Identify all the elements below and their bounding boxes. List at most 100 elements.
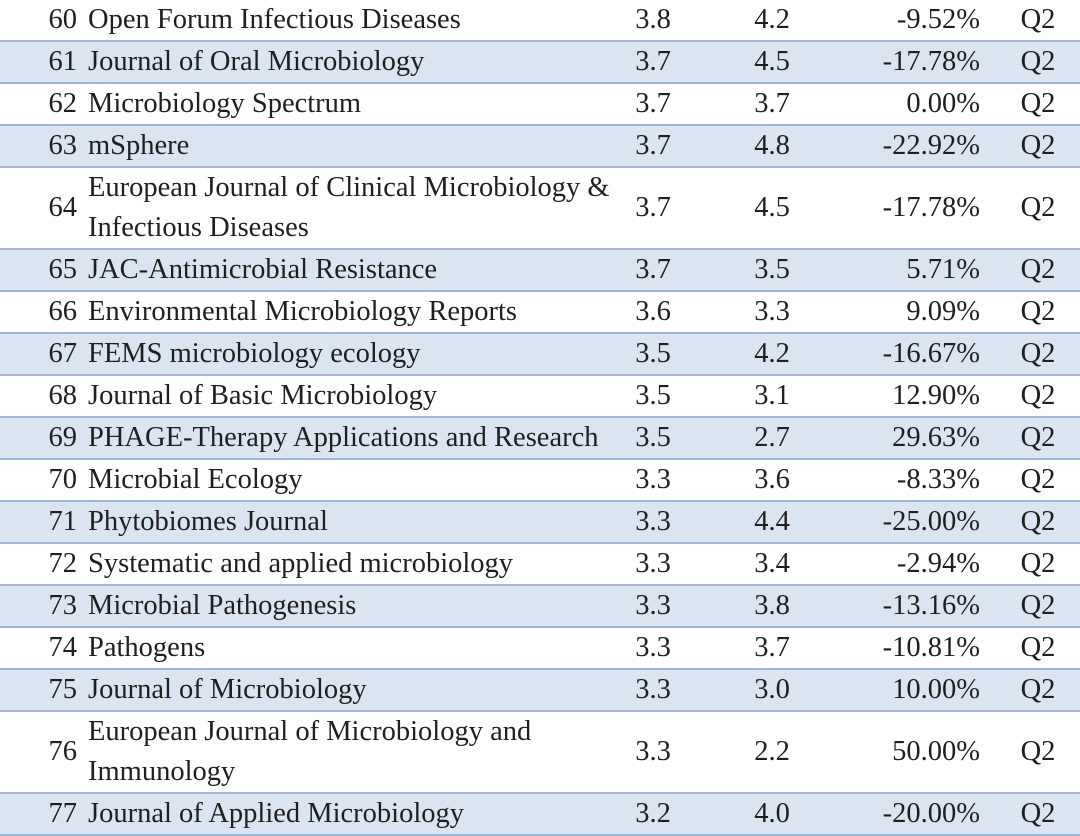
- previous-impact-factor-cell: 3.3: [754, 296, 790, 327]
- impact-factor-cell: 3.3: [635, 736, 671, 767]
- table-row: 61 Journal of Oral Microbiology 3.7 4.5 …: [0, 41, 1080, 83]
- rank-cell: 68: [48, 380, 78, 411]
- quartile-cell: Q2: [1020, 590, 1056, 621]
- impact-factor-cell: 3.3: [635, 674, 671, 705]
- impact-factor-cell: 3.5: [635, 338, 671, 369]
- quartile-cell: Q2: [1020, 254, 1056, 285]
- table-row: 74 Pathogens 3.3 3.7 -10.81% Q2: [0, 627, 1080, 669]
- previous-impact-factor-cell: 2.2: [754, 736, 790, 767]
- rank-cell: 74: [48, 632, 78, 663]
- percent-change-cell: -2.94%: [896, 548, 980, 579]
- impact-factor-cell: 3.3: [635, 464, 671, 495]
- impact-factor-cell: 3.3: [635, 506, 671, 537]
- rank-cell: 63: [48, 130, 78, 161]
- previous-impact-factor-cell: 3.8: [754, 590, 790, 621]
- percent-change-cell: -25.00%: [882, 506, 980, 537]
- table-row: 62 Microbiology Spectrum 3.7 3.7 0.00% Q…: [0, 83, 1080, 125]
- journal-name-cell: PHAGE-Therapy Applications and Research: [88, 422, 599, 453]
- previous-impact-factor-cell: 3.0: [754, 674, 790, 705]
- rank-cell: 70: [48, 464, 78, 495]
- impact-factor-cell: 3.3: [635, 632, 671, 663]
- percent-change-cell: -9.52%: [896, 4, 980, 35]
- table-row: 60 Open Forum Infectious Diseases 3.8 4.…: [0, 0, 1080, 41]
- previous-impact-factor-cell: 3.6: [754, 464, 790, 495]
- impact-factor-cell: 3.7: [635, 46, 671, 77]
- impact-factor-cell: 3.7: [635, 130, 671, 161]
- table-row: 66 Environmental Microbiology Reports 3.…: [0, 291, 1080, 333]
- quartile-cell: Q2: [1020, 674, 1056, 705]
- percent-change-cell: -17.78%: [882, 192, 980, 223]
- quartile-cell: Q2: [1020, 192, 1056, 223]
- percent-change-cell: -13.16%: [882, 590, 980, 621]
- journal-name-cell: JAC-Antimicrobial Resistance: [88, 254, 438, 285]
- previous-impact-factor-cell: 2.7: [754, 422, 790, 453]
- rank-cell: 76: [48, 736, 78, 767]
- percent-change-cell: 0.00%: [906, 88, 980, 119]
- percent-change-cell: 10.00%: [892, 674, 980, 705]
- percent-change-cell: 5.71%: [906, 254, 980, 285]
- percent-change-cell: 9.09%: [906, 296, 980, 327]
- journal-name-cell: Journal of Oral Microbiology: [88, 46, 425, 77]
- rank-cell: 72: [48, 548, 78, 579]
- quartile-cell: Q2: [1020, 548, 1056, 579]
- rank-cell: 64: [48, 192, 78, 223]
- impact-factor-cell: 3.2: [635, 798, 671, 829]
- journal-name-cell: Journal of Microbiology: [88, 674, 367, 705]
- rank-cell: 66: [48, 296, 78, 327]
- quartile-cell: Q2: [1020, 798, 1056, 829]
- journal-name-cell: European Journal of Clinical Microbiolog…: [88, 172, 610, 243]
- table-row: 63 mSphere 3.7 4.8 -22.92% Q2: [0, 125, 1080, 167]
- previous-impact-factor-cell: 3.5: [754, 254, 790, 285]
- rank-cell: 65: [48, 254, 78, 285]
- rank-cell: 71: [48, 506, 78, 537]
- table-row: 70 Microbial Ecology 3.3 3.6 -8.33% Q2: [0, 459, 1080, 501]
- impact-factor-cell: 3.3: [635, 590, 671, 621]
- journal-name-cell: Environmental Microbiology Reports: [88, 296, 518, 327]
- quartile-cell: Q2: [1020, 338, 1056, 369]
- previous-impact-factor-cell: 4.2: [754, 338, 790, 369]
- previous-impact-factor-cell: 4.5: [754, 46, 790, 77]
- rank-cell: 73: [48, 590, 78, 621]
- percent-change-cell: -17.78%: [882, 46, 980, 77]
- quartile-cell: Q2: [1020, 422, 1056, 453]
- previous-impact-factor-cell: 4.4: [754, 506, 790, 537]
- quartile-cell: Q2: [1020, 632, 1056, 663]
- percent-change-cell: -10.81%: [882, 632, 980, 663]
- quartile-cell: Q2: [1020, 464, 1056, 495]
- percent-change-cell: -22.92%: [882, 130, 980, 161]
- rank-cell: 61: [48, 46, 78, 77]
- journal-name-cell: Microbiology Spectrum: [88, 88, 362, 119]
- table-row: 77 Journal of Applied Microbiology 3.2 4…: [0, 793, 1080, 835]
- percent-change-cell: -16.67%: [882, 338, 980, 369]
- rank-cell: 75: [48, 674, 78, 705]
- table-row: 64 European Journal of Clinical Microbio…: [0, 167, 1080, 249]
- journal-name-cell: FEMS microbiology ecology: [88, 338, 421, 369]
- rank-cell: 77: [48, 798, 78, 829]
- previous-impact-factor-cell: 3.7: [754, 88, 790, 119]
- previous-impact-factor-cell: 3.4: [754, 548, 790, 579]
- impact-factor-cell: 3.8: [635, 4, 671, 35]
- table-row: 72 Systematic and applied microbiology 3…: [0, 543, 1080, 585]
- previous-impact-factor-cell: 4.2: [754, 4, 790, 35]
- percent-change-cell: 50.00%: [892, 736, 980, 767]
- percent-change-cell: 29.63%: [892, 422, 980, 453]
- journal-name-cell: Systematic and applied microbiology: [88, 548, 514, 579]
- journal-name-cell: Microbial Ecology: [88, 464, 303, 495]
- journal-name-cell: European Journal of Microbiology and Imm…: [88, 716, 532, 787]
- impact-factor-cell: 3.7: [635, 254, 671, 285]
- impact-factor-cell: 3.6: [635, 296, 671, 327]
- table-row: 68 Journal of Basic Microbiology 3.5 3.1…: [0, 375, 1080, 417]
- quartile-cell: Q2: [1020, 296, 1056, 327]
- table-row: 69 PHAGE-Therapy Applications and Resear…: [0, 417, 1080, 459]
- previous-impact-factor-cell: 4.0: [754, 798, 790, 829]
- impact-factor-cell: 3.7: [635, 192, 671, 223]
- table-row: 65 JAC-Antimicrobial Resistance 3.7 3.5 …: [0, 249, 1080, 291]
- previous-impact-factor-cell: 4.5: [754, 192, 790, 223]
- previous-impact-factor-cell: 4.8: [754, 130, 790, 161]
- rank-cell: 62: [48, 88, 78, 119]
- journal-name-cell: Open Forum Infectious Diseases: [88, 4, 461, 35]
- quartile-cell: Q2: [1020, 4, 1056, 35]
- impact-factor-cell: 3.5: [635, 380, 671, 411]
